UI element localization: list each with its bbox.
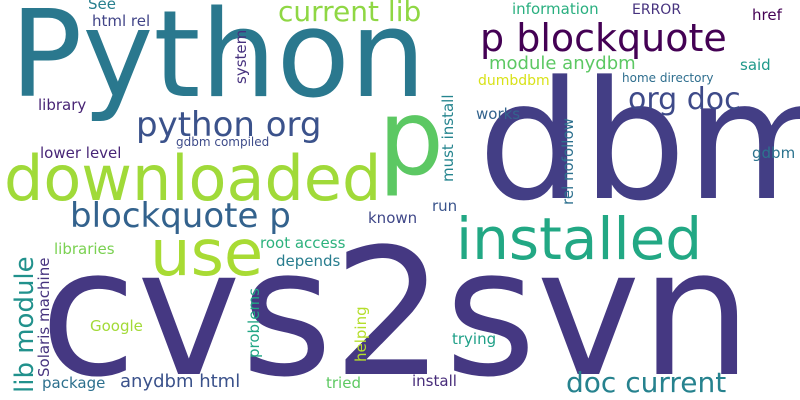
word-package: package: [42, 374, 106, 392]
word-install: install: [412, 372, 457, 390]
word-current-lib: current lib: [278, 0, 422, 28]
word-installed: installed: [456, 205, 703, 273]
word-blockquote-p: blockquote p: [70, 196, 291, 236]
word-python: Python: [10, 0, 426, 125]
word-dbm: dbm: [478, 46, 800, 237]
word-must-install: must install: [439, 94, 457, 182]
word-known: known: [368, 209, 418, 227]
word-dumbdbm: dumbdbm: [478, 73, 550, 89]
word-libraries: libraries: [54, 240, 115, 258]
word-helping: helping: [352, 306, 370, 362]
word-run: run: [432, 197, 458, 215]
word-trying: trying: [452, 330, 497, 348]
word-gdbm: gdbm: [752, 144, 796, 162]
word-system: system: [232, 29, 250, 84]
word-html-rel: html rel: [92, 12, 151, 30]
word-said: said: [740, 56, 771, 74]
word-use: use: [150, 217, 264, 291]
word-lower-level: lower level: [40, 144, 122, 162]
word-root-access: root access: [260, 234, 346, 252]
word-depends: depends: [276, 252, 341, 270]
word-information: information: [512, 0, 599, 18]
word-org-doc: org doc: [628, 82, 741, 117]
word-module-anydbm: module anydbm: [489, 53, 636, 74]
word-tried: tried: [326, 374, 361, 392]
word-rel-nofollow: rel nofollow: [559, 118, 577, 205]
word-gdbm-compiled: gdbm compiled: [176, 135, 270, 149]
word-href: href: [752, 6, 782, 24]
word-works: works: [476, 105, 521, 123]
word-p: p: [378, 77, 445, 199]
word-anydbm-html: anydbm html: [120, 371, 241, 392]
word-downloaded: downloaded: [4, 142, 382, 215]
word-python-org: python org: [136, 105, 322, 145]
word-problems: problems: [245, 288, 263, 358]
word-home-directory: home directory: [622, 71, 714, 85]
word-library: library: [38, 96, 87, 114]
word-see: See: [88, 0, 116, 13]
word-p-blockquote: p blockquote: [480, 16, 727, 60]
word-solaris-machine: Solaris machine: [35, 257, 53, 377]
word-doc-current: doc current: [566, 366, 727, 399]
word-cvs2svn: cvs2svn: [40, 211, 752, 400]
word-error: ERROR: [632, 2, 682, 18]
word-google: Google: [90, 317, 143, 335]
